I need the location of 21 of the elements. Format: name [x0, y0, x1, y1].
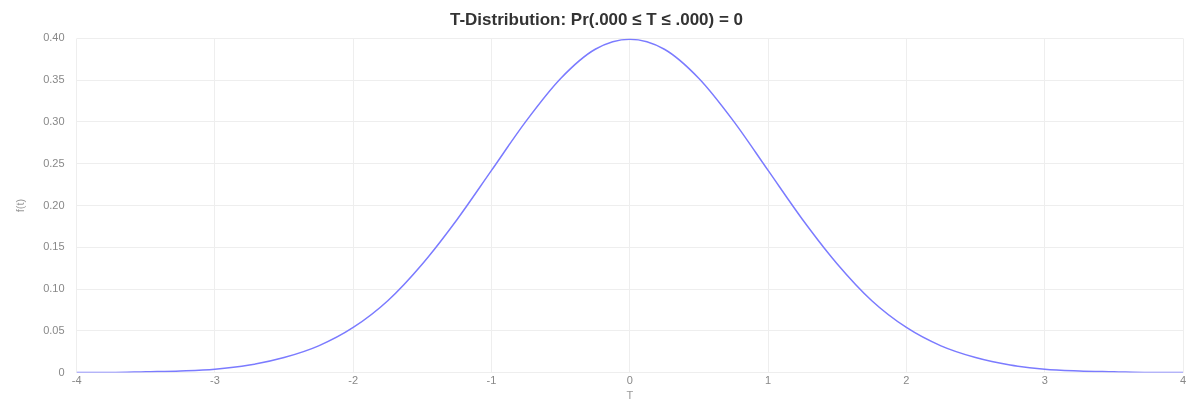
- y-tick-label: 0.40: [43, 31, 65, 44]
- y-tick-label: 0.05: [43, 323, 65, 336]
- y-tick-label: 0: [58, 365, 65, 378]
- y-tick-label: 0.30: [43, 114, 65, 127]
- y-tick-label: 0.20: [43, 198, 65, 211]
- y-axis-title: f(t): [13, 198, 26, 213]
- y-tick-label: 0.10: [43, 282, 65, 295]
- x-axis-title: T: [626, 389, 634, 402]
- x-tick-label: 2: [903, 374, 910, 387]
- x-tick-label: -2: [348, 374, 359, 387]
- x-tick-label: 0: [626, 374, 633, 387]
- y-tick-label: 0.15: [43, 240, 65, 253]
- x-tick-label: -4: [71, 374, 82, 387]
- x-tick-label: 1: [765, 374, 772, 387]
- chart-title: T-Distribution: Pr(.000 ≤ T ≤ .000) = 0: [449, 9, 744, 29]
- x-tick-label: 4: [1179, 374, 1187, 387]
- y-tick-label: 0.25: [43, 156, 65, 169]
- y-tick-label: 0.35: [43, 73, 65, 86]
- x-tick-label: 3: [1041, 374, 1048, 387]
- x-tick-label: -3: [210, 374, 220, 387]
- x-tick-label: -1: [486, 374, 497, 387]
